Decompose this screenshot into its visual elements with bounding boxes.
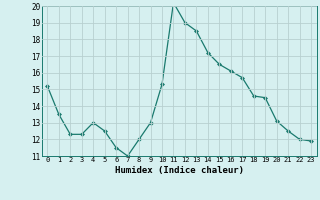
- X-axis label: Humidex (Indice chaleur): Humidex (Indice chaleur): [115, 166, 244, 175]
